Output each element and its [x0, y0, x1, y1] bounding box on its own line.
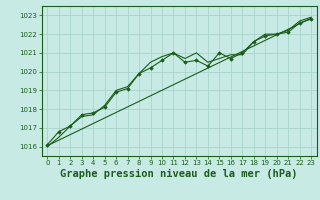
- X-axis label: Graphe pression niveau de la mer (hPa): Graphe pression niveau de la mer (hPa): [60, 169, 298, 179]
